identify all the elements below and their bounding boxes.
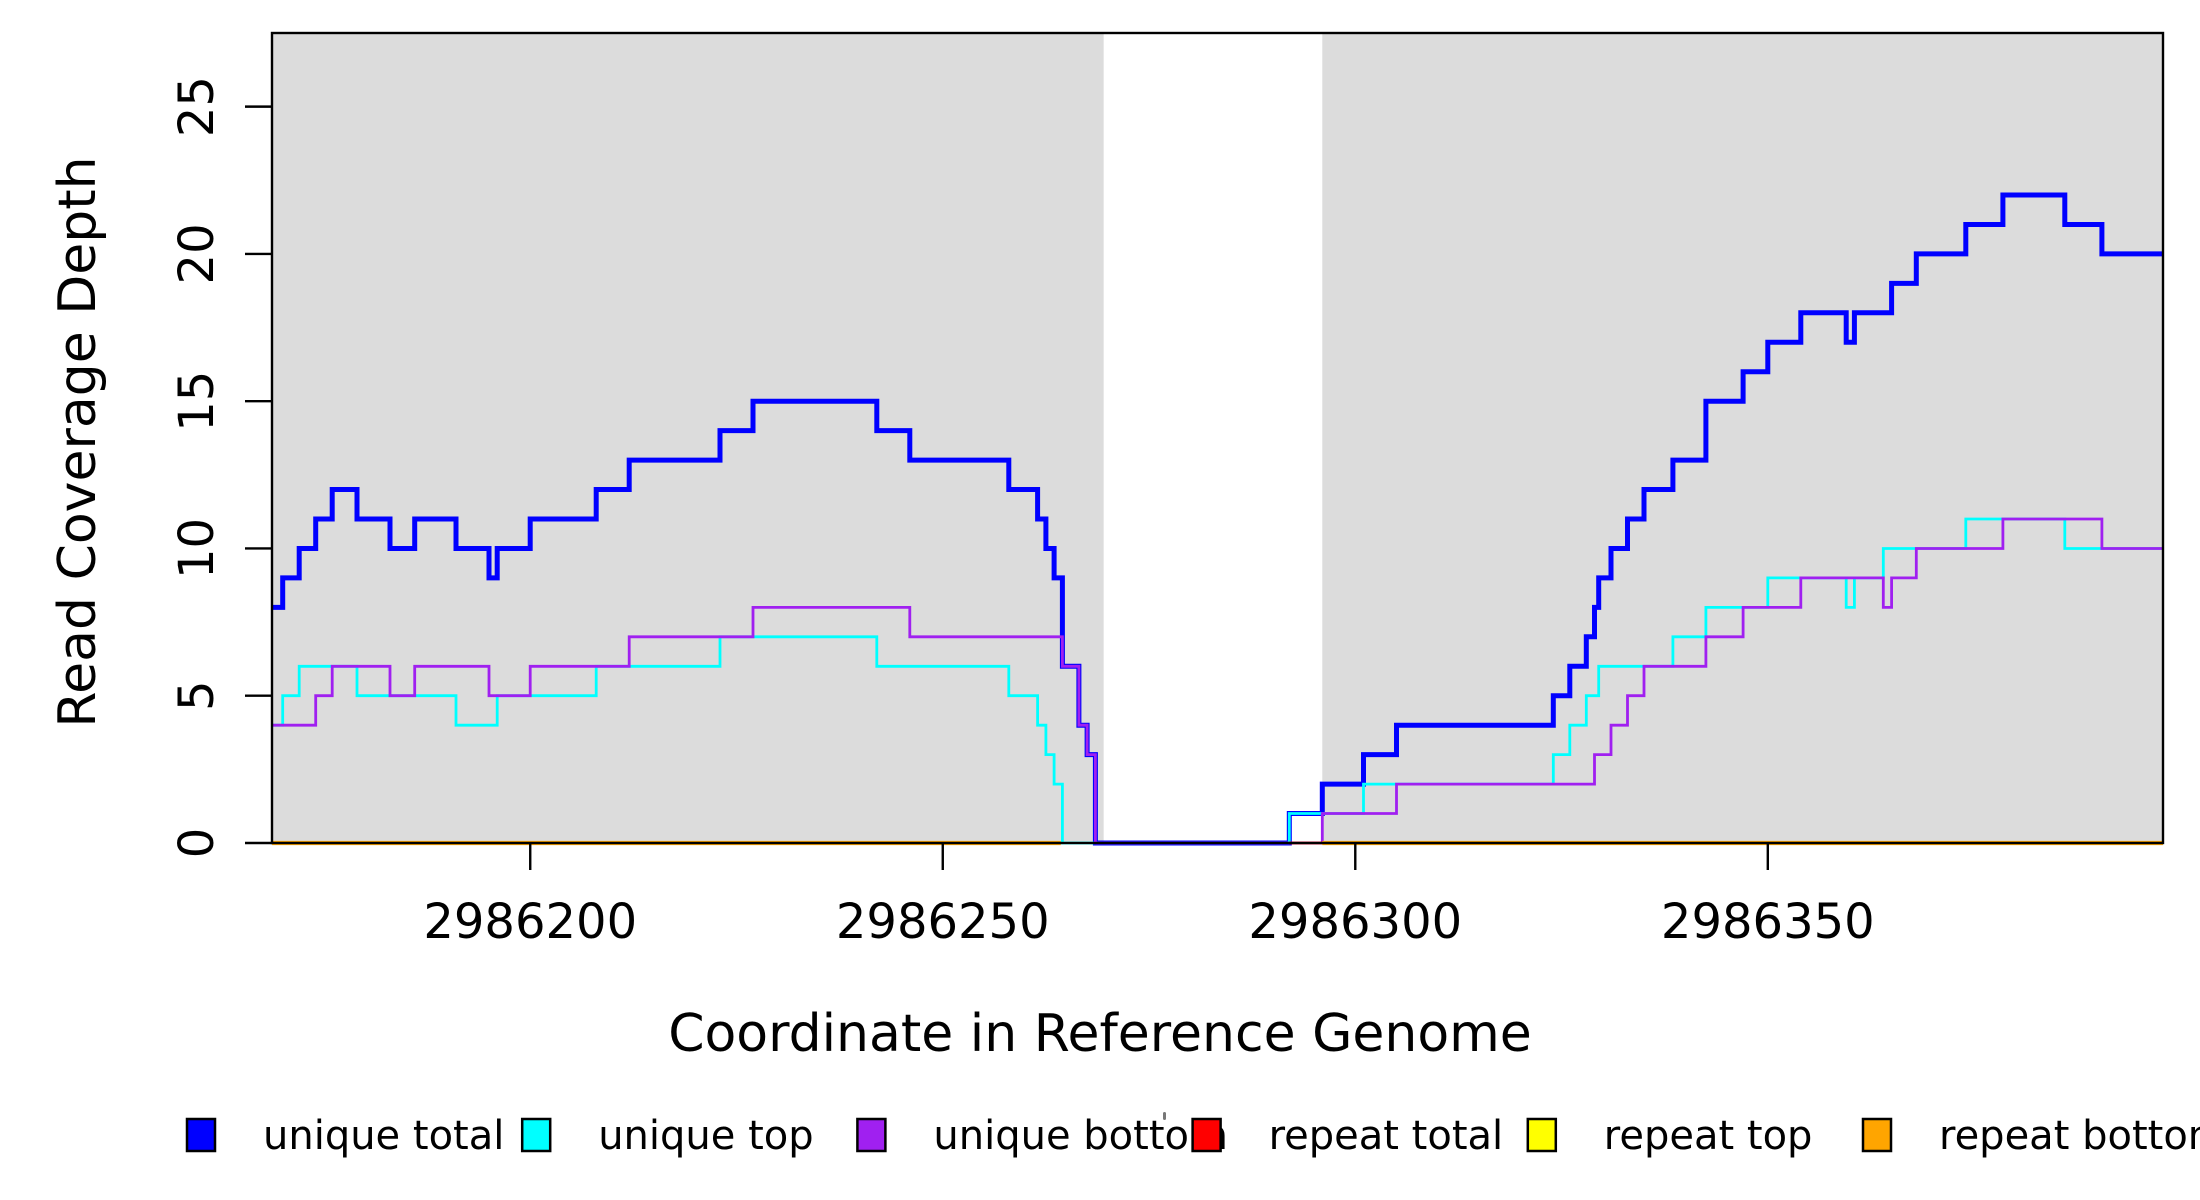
legend-label-repeat-total: repeat total	[1269, 1113, 1504, 1159]
legend-swatch-unique-total	[185, 1117, 217, 1153]
legend-item-repeat-top: repeat top	[1526, 1113, 1813, 1159]
legend-label-repeat-bottom: repeat bottom	[1939, 1113, 2200, 1159]
legend-label-unique-top: unique top	[598, 1113, 813, 1159]
legend-label-unique-total: unique total	[263, 1113, 504, 1159]
legend-item-unique-top: unique top	[520, 1113, 814, 1159]
y-tick-label-15: 15	[169, 371, 225, 432]
legend-label-repeat-top: repeat top	[1604, 1113, 1813, 1159]
shaded-region-2	[1322, 33, 2163, 843]
x-tick-label-2986300: 2986300	[1248, 894, 1462, 950]
x-tick-label-2986250: 2986250	[836, 894, 1050, 950]
plot-box	[270, 31, 2165, 845]
y-tick-label-10: 10	[169, 518, 225, 579]
legend-swatch-unique-bottom	[856, 1117, 887, 1153]
legend-swatch-repeat-bottom	[1861, 1117, 1893, 1153]
series-unique-bottom	[272, 517, 2163, 845]
stray-mark	[1163, 1112, 1166, 1120]
legend-swatch-repeat-total	[1191, 1117, 1222, 1153]
legend-swatch-unique-top	[520, 1117, 552, 1153]
x-axis-title: Coordinate in Reference Genome	[668, 1004, 1532, 1064]
legend-swatch-repeat-top	[1526, 1117, 1558, 1153]
legend-item-unique-bottom: unique bottom	[856, 1113, 1228, 1159]
legend-item-repeat-total: repeat total	[1191, 1113, 1504, 1159]
series-unique-top	[272, 517, 2163, 845]
y-tick-label-20: 20	[169, 223, 225, 284]
x-tick-label-2986200: 2986200	[423, 894, 637, 950]
y-tick-label-25: 25	[169, 76, 225, 137]
y-tick-label-5: 5	[169, 680, 225, 711]
legend-item-unique-total: unique total	[185, 1113, 504, 1159]
shaded-region-1	[272, 33, 1104, 843]
x-tick-label-2986350: 2986350	[1661, 894, 1875, 950]
legend-item-repeat-bottom: repeat bottom	[1861, 1113, 2200, 1159]
y-axis-title: Read Coverage Depth	[48, 156, 108, 728]
legend-label-unique-bottom: unique bottom	[933, 1113, 1228, 1159]
y-tick-label-0: 0	[169, 828, 225, 859]
